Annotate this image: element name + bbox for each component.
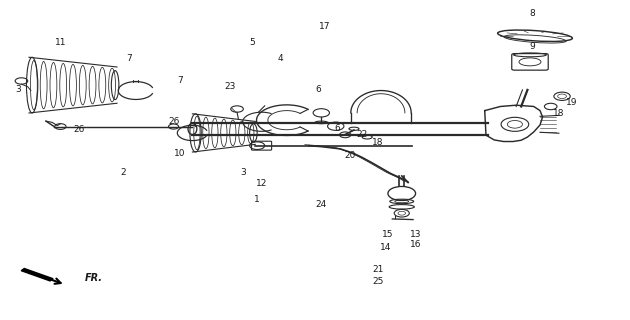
Text: 20: 20 — [344, 151, 355, 160]
Text: 14: 14 — [380, 243, 391, 252]
Text: 8: 8 — [529, 9, 535, 18]
Text: 22: 22 — [357, 130, 368, 139]
Text: FR.: FR. — [84, 273, 102, 283]
Text: 7: 7 — [177, 76, 183, 85]
Text: 6: 6 — [315, 85, 321, 94]
Text: 16: 16 — [410, 240, 421, 249]
Text: 3: 3 — [240, 168, 246, 177]
Text: 23: 23 — [224, 82, 236, 91]
Text: 5: 5 — [249, 38, 255, 47]
Text: 26: 26 — [168, 117, 180, 126]
Text: 24: 24 — [316, 200, 327, 209]
Text: 18: 18 — [553, 109, 564, 118]
Text: 19: 19 — [566, 98, 577, 107]
Text: 12: 12 — [256, 180, 267, 188]
Text: 15: 15 — [382, 230, 393, 239]
Text: 4: 4 — [278, 53, 284, 62]
Text: 1: 1 — [255, 195, 260, 204]
Text: 2: 2 — [120, 168, 126, 177]
Text: 3: 3 — [15, 85, 21, 94]
Text: 9: 9 — [529, 42, 535, 52]
Polygon shape — [21, 268, 53, 281]
Text: 21: 21 — [372, 265, 384, 275]
Text: 25: 25 — [372, 276, 384, 285]
Text: 11: 11 — [55, 38, 66, 47]
Text: 18: 18 — [372, 138, 384, 147]
Text: 17: 17 — [319, 22, 330, 31]
Text: 13: 13 — [410, 230, 421, 239]
Text: 7: 7 — [127, 53, 132, 62]
Text: 6: 6 — [334, 124, 340, 132]
Text: 10: 10 — [174, 149, 186, 158]
Text: 26: 26 — [74, 125, 85, 134]
